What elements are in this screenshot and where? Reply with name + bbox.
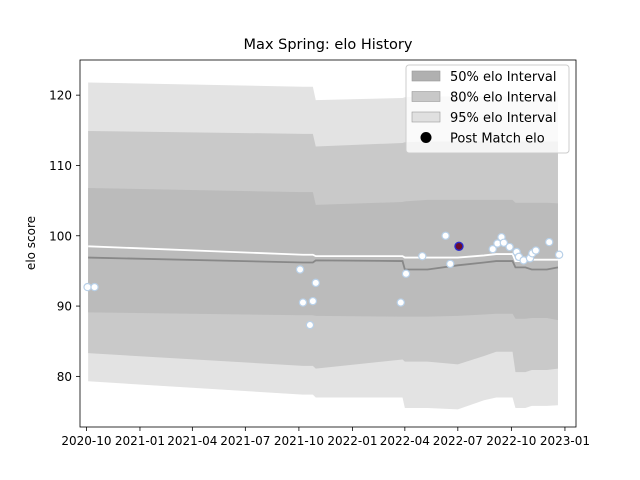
y-tick-label: 120 (49, 89, 72, 103)
x-tick-label: 2021-01 (115, 434, 165, 448)
post-match-point (454, 241, 464, 252)
match-point (441, 231, 450, 240)
legend: 50% elo Interval 80% elo Interval 95% elo … (405, 64, 570, 154)
match-point (531, 246, 541, 255)
match-points (83, 231, 564, 330)
legend-label: 50% elo Interval (450, 70, 557, 85)
plot-area-frame (79, 59, 577, 428)
y-tick-label: 80 (57, 370, 72, 384)
match-point (446, 259, 455, 269)
x-tick-label: 2022-10 (486, 434, 536, 448)
x-tick-label: 2023-01 (540, 434, 590, 448)
match-point (396, 298, 405, 307)
band-3 (88, 187, 558, 321)
x-tick-label: 2021-04 (167, 434, 217, 448)
y-tick-label: 110 (49, 159, 72, 173)
match-point (311, 278, 320, 288)
legend-label: 80% elo Interval (450, 91, 557, 106)
x-tick-label: 2022-04 (380, 434, 430, 448)
match-point (298, 298, 308, 307)
match-point (488, 244, 497, 254)
y-axis-label: elo score (24, 216, 38, 270)
match-point (505, 242, 514, 252)
match-point (418, 251, 427, 261)
legend-swatch (411, 70, 441, 82)
y-axis-ticks: 80 90 100 110 120 (49, 89, 80, 384)
x-axis-ticks: 2020-10 2021-01 2021-04 2021-07 2021-10 2022-… (61, 427, 590, 448)
legend-marker (420, 132, 432, 143)
match-point (554, 250, 564, 259)
match-point (305, 320, 315, 330)
y-tick-label: 90 (57, 300, 72, 314)
match-point (499, 238, 509, 247)
y-tick-label: 100 (49, 229, 72, 243)
median-line (88, 256, 559, 271)
legend-swatch (411, 111, 441, 123)
legend-box (405, 64, 570, 154)
x-tick-label: 2020-10 (61, 434, 111, 448)
match-point (545, 237, 554, 247)
chart-title: Max Spring: elo History (244, 37, 413, 53)
match-point (83, 282, 92, 292)
match-point (308, 296, 318, 306)
legend-swatch (411, 91, 441, 102)
x-tick-label: 2021-07 (220, 434, 270, 448)
match-point (295, 265, 305, 274)
interval-bands (88, 82, 558, 410)
x-tick-label: 2022-07 (433, 434, 483, 448)
x-tick-label: 2021-10 (274, 434, 324, 448)
legend-label: Post Match elo (450, 132, 545, 147)
match-point (90, 282, 99, 292)
match-point (401, 269, 411, 278)
x-tick-label: 2022-01 (327, 434, 377, 448)
legend-label: 95% elo Interval (450, 111, 557, 126)
